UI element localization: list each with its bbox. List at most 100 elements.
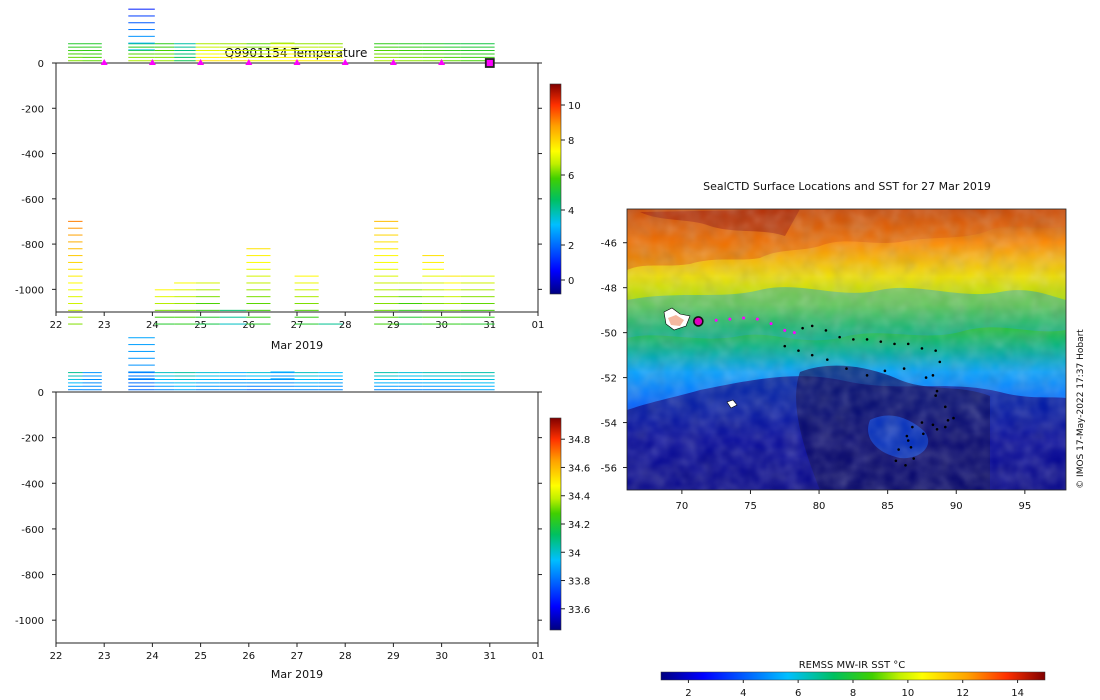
profile-cell [246,289,271,291]
salinity-colorbar-ticks: 33.6 33.8 34 34.2 34.4 34.6 34.8 [561,435,590,616]
current-surface-marker [484,58,495,68]
profile-cell [219,316,247,318]
surface-location-markers [100,58,495,68]
track-point [897,448,900,451]
profile-cell [68,323,83,325]
colorbar-tick-label: 33.8 [568,577,590,588]
sst-field [627,209,1066,490]
x-tick-label: 28 [339,651,352,662]
profile-cell [374,275,399,277]
profile-cell [294,296,319,298]
temperature-y-axis: 0 -200 -400 -600 -800 -1000 [15,59,542,296]
colorbar-tick-label: 34.4 [568,492,590,503]
surface-marker [100,59,108,65]
profile-cell [422,289,445,291]
colorbar-tick-label: 34 [568,548,581,559]
track-point [825,358,829,361]
track-point [934,349,937,352]
track-point [902,367,906,370]
salinity-x-axis-label: Mar 2019 [271,668,323,681]
profile-cell [246,309,271,311]
y-tick-label: -200 [21,434,44,445]
profile-cell [154,303,175,305]
profile-cell [398,316,423,318]
profile-cell [294,282,319,284]
track-point [920,421,924,424]
profile-cell [422,255,445,257]
profile-cell [422,268,445,270]
profile-cell [374,282,399,284]
track-point [894,459,898,463]
track-point [931,374,935,377]
colorbar-tick-label: 2 [568,241,574,252]
x-tick-label: 23 [98,651,111,662]
profile-cell [374,289,399,291]
profile-cell [128,22,155,24]
profile-cell [128,49,155,51]
y-tick-label: -800 [21,571,44,582]
y-tick-label: -200 [21,104,44,115]
profile-cell [398,303,423,305]
profile-cell [195,282,220,284]
surface-marker [438,59,446,65]
profile-cell [460,296,495,298]
recent-track-point [755,317,759,321]
track-point [906,439,910,442]
track-point [906,342,910,346]
track-point [852,338,855,341]
x-tick-label: 22 [50,320,63,331]
profile-cell [270,49,295,51]
lat-tick-label: -54 [601,419,617,430]
y-tick-label: -600 [21,195,44,206]
track-point [865,338,869,341]
profile-cell [128,378,155,380]
temperature-profile-cells [68,8,495,62]
profile-cell [128,35,155,37]
temperature-colorbar [549,83,562,295]
profile-cell [460,316,495,318]
profile-cell [444,309,461,311]
profile-cell [128,15,155,17]
track-point [943,425,947,429]
y-tick-label: -1000 [15,616,44,627]
profile-cell [68,248,83,250]
track-point [865,374,869,377]
track-point [934,394,937,397]
colorbar-tick-label: 33.6 [568,605,590,616]
track-point [883,369,887,373]
profile-cell [195,316,220,318]
profile-cell [374,248,399,250]
profile-cell [195,289,220,291]
imos-credit: © IMOS 17-May-2022 17:37 Hobart [1076,329,1086,489]
profile-cell [128,42,155,44]
profile-cell [174,323,196,325]
track-point [904,463,907,467]
track-point [935,389,939,393]
profile-cell [68,261,83,263]
profile-cell [374,296,399,298]
profile-cell [128,8,155,10]
surface-marker [245,59,253,65]
profile-cell [444,296,461,298]
profile-cell [270,371,295,373]
track-point [938,360,942,364]
lon-tick-label: 75 [744,501,757,512]
recent-track-point [783,328,787,332]
profile-cell [374,309,399,311]
lon-tick-label: 90 [950,501,963,512]
profile-cell [398,296,423,298]
y-tick-label: 0 [38,388,44,399]
lon-tick-label: 80 [813,501,826,512]
temperature-panel: Q9901154 Temperature 0 -200 -400 -600 -800 -1… [15,8,581,352]
profile-cell [444,316,461,318]
profile-cell [460,303,495,305]
sst-colorbar-tick-label: 8 [850,688,856,699]
profile-cell [68,275,83,277]
recent-track-point [714,318,718,322]
salinity-y-axis: 0 -200 -400 -600 -800 -1000 [15,388,542,627]
profile-cell [246,275,271,277]
profile-cell [422,282,445,284]
sst-map-title: SealCTD Surface Locations and SST for 27… [703,180,991,193]
profile-cell [174,296,196,298]
profile-cell [374,220,399,222]
